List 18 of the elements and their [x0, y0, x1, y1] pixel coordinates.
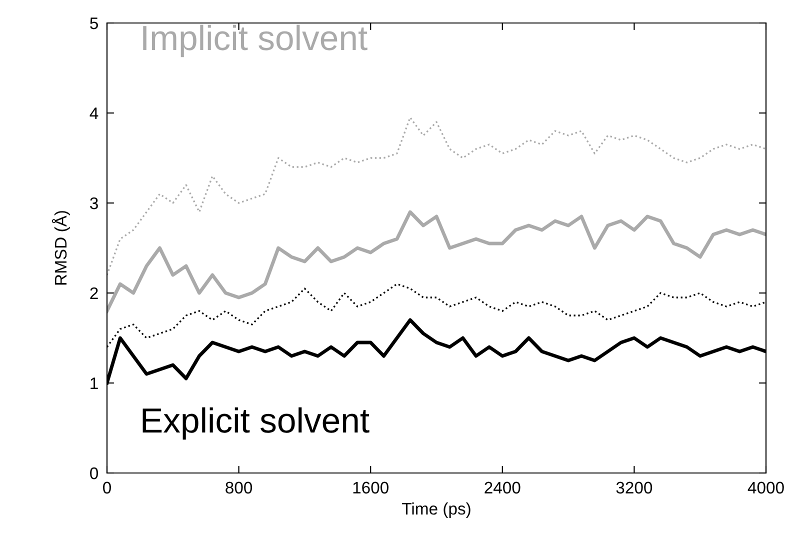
y-tick-label: 2 [90, 287, 98, 300]
y-tick-label: 5 [90, 18, 98, 30]
x-axis-title: Time (ps) [402, 502, 470, 518]
x-tick-label: 4000 [748, 482, 784, 494]
y-tick-label: 4 [90, 108, 98, 120]
annotation: Implicit solvent [143, 24, 368, 58]
line-series [107, 116, 766, 276]
annotation: Explicit solvent [142, 407, 370, 440]
y-tick-label: 0 [90, 467, 98, 480]
y-tick-label: 3 [90, 197, 98, 210]
x-tick-label: 800 [226, 482, 252, 494]
y-axis-title: RMSD (Å) [52, 211, 70, 285]
x-tick-label: 3200 [616, 482, 652, 494]
x-tick-label: 1600 [353, 482, 388, 494]
x-tick-label: 0 [103, 482, 111, 494]
x-tick-label: 2400 [484, 482, 520, 494]
line-series [107, 210, 766, 313]
y-tick-label: 1 [90, 378, 98, 390]
